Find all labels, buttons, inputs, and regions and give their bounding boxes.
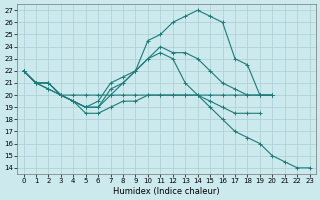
X-axis label: Humidex (Indice chaleur): Humidex (Indice chaleur) [113, 187, 220, 196]
